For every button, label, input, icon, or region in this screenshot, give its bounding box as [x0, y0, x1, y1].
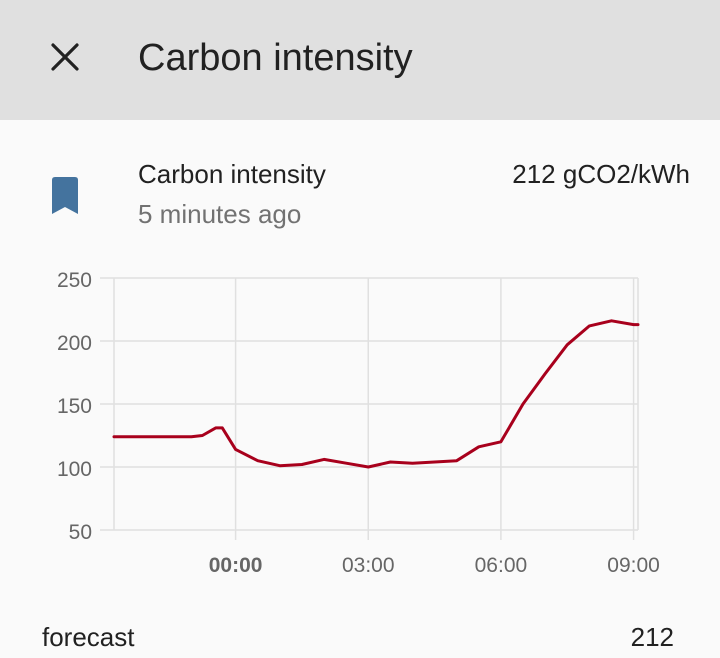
- x-tick-label: 09:00: [607, 554, 660, 577]
- entity-state: 212 gCO2/kWh: [512, 159, 690, 189]
- y-tick-label: 150: [57, 395, 92, 418]
- attribute-value: 212: [630, 622, 674, 652]
- attribute-name: forecast: [42, 622, 135, 652]
- y-tick-label: 250: [57, 269, 92, 292]
- x-tick-label: 03:00: [342, 554, 395, 577]
- close-button[interactable]: [40, 32, 90, 82]
- x-tick-label: 00:00: [209, 554, 263, 577]
- dialog-title: Carbon intensity: [138, 37, 413, 79]
- bookmark-icon: [48, 176, 82, 216]
- history-chart-svg: 250 200 150 100 50 00:00 03:00 06:00 09:00: [57, 269, 660, 577]
- y-tick-label: 50: [69, 521, 92, 544]
- series-line: [112, 319, 640, 469]
- history-chart[interactable]: 250 200 150 100 50 00:00 03:00 06:00 09:00: [0, 250, 720, 590]
- x-tick-label: 06:00: [475, 554, 528, 577]
- dialog-header: Carbon intensity: [0, 0, 720, 120]
- entity-name: Carbon intensity: [138, 159, 326, 189]
- close-icon: [51, 43, 79, 71]
- y-tick-label: 100: [57, 458, 92, 481]
- last-changed: 5 minutes ago: [138, 199, 302, 229]
- y-tick-label: 200: [57, 332, 92, 355]
- attribute-row-forecast: forecast 212: [0, 618, 720, 658]
